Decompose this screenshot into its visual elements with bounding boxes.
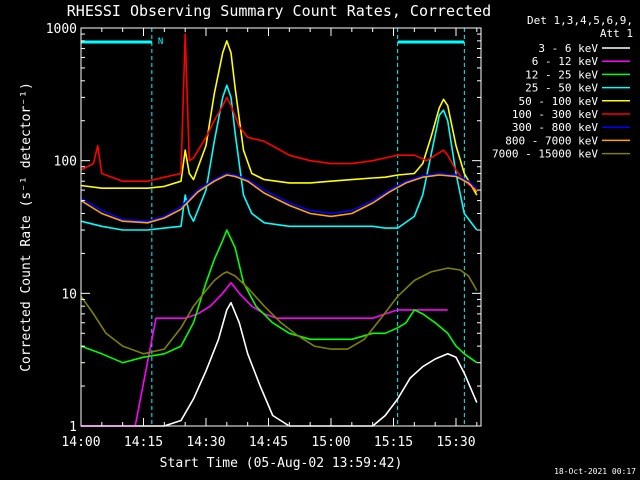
legend-label: 300 - 800 keV (512, 121, 598, 134)
x-tick-label: 15:00 (311, 435, 350, 450)
legend-header-line-1: Det 1,3,4,5,6,9, (527, 14, 633, 27)
y-tick-label: 1000 (46, 22, 77, 37)
legend-label: 6 - 12 keV (532, 55, 599, 68)
x-tick-label: 14:30 (186, 435, 225, 450)
y-tick-label: 10 (61, 287, 77, 302)
legend-label: 7000 - 15000 keV (492, 148, 598, 161)
series-line-12-25-kev (80, 229, 478, 364)
chart-title: RHESSI Observing Summary Count Rates, Co… (67, 2, 491, 20)
x-tick-label: 15:15 (374, 435, 413, 450)
x-tick-label: 15:30 (436, 435, 475, 450)
x-tick-label: 14:45 (249, 435, 288, 450)
series-line-6-12-kev (81, 281, 448, 427)
x-tick-label: 14:15 (124, 435, 163, 450)
series-layer (80, 33, 478, 427)
x-axis-label: Start Time (05-Aug-02 13:59:42) (160, 456, 403, 471)
legend-label: 25 - 50 keV (525, 82, 598, 95)
x-axis-ticks: 14:00 14:15 14:30 14:45 15:00 15:15 15:30 (61, 28, 478, 450)
night-marker-label: N (158, 37, 163, 47)
series-line-7000-15000-kev (80, 267, 478, 355)
legend-label: 800 - 7000 keV (505, 134, 598, 147)
y-tick-label: 100 (54, 155, 77, 170)
y-axis-label: Corrected Count Rate (s⁻¹ detector⁻¹) (19, 82, 34, 372)
series-line-800-7000-kev (80, 174, 478, 224)
legend-header-line-2: Att 1 (600, 27, 633, 40)
legend-label: 100 - 300 keV (512, 108, 598, 121)
series-line-100-300-kev (80, 33, 478, 191)
plot-frame (80, 27, 482, 427)
x-tick-label: 14:00 (61, 435, 100, 450)
series-line-50-100-kev (80, 40, 478, 196)
y-axis-ticks: 1 10 100 1000 (46, 22, 481, 435)
y-tick-label: 1 (69, 420, 77, 435)
legend-label: 12 - 25 keV (525, 68, 598, 81)
legend-label: 50 - 100 keV (519, 95, 599, 108)
series-line-25-50-kev (80, 84, 478, 231)
footer-date: 18-Oct-2021 00:17 (554, 467, 636, 476)
legend-label: 3 - 6 keV (538, 42, 598, 55)
series-line-300-800-kev (80, 172, 478, 222)
